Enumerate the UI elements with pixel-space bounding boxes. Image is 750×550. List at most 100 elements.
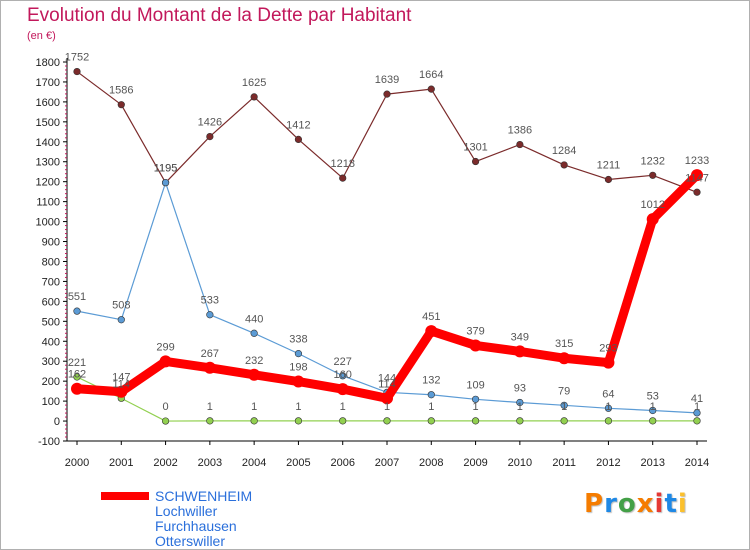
y-tick-label: 1100 [36,197,60,209]
data-label: 1211 [597,159,621,171]
data-point [604,404,613,412]
data-point [203,361,216,374]
y-tick-label: 0 [54,416,60,428]
data-point [250,329,258,337]
y-tick-label: 1300 [36,157,60,169]
data-point [381,392,393,405]
data-label: 1284 [552,145,576,157]
data-label: 1 [517,401,523,413]
data-label: 349 [511,331,529,343]
data-label: 114 [378,378,396,390]
data-label: 1195 [154,163,178,175]
data-label: 1 [605,401,611,413]
legend-label: Lochwiller [155,502,218,519]
data-label: 147 [112,372,130,384]
data-label: 1 [340,401,346,413]
y-tick-label: 600 [42,296,60,308]
data-label: 1233 [685,155,709,167]
data-point [427,391,435,399]
x-tick-label: 2010 [508,457,532,469]
data-label: 0 [163,401,169,413]
x-tick-label: 2013 [640,457,664,469]
data-label: 533 [201,295,219,307]
data-point [339,174,347,182]
x-tick-label: 2001 [109,457,133,469]
data-point [471,157,480,166]
data-label: 451 [422,311,440,323]
data-point [649,171,657,179]
data-label: 1625 [242,77,266,89]
data-point [516,398,524,407]
data-label: 1147 [685,172,709,184]
data-point [339,372,347,380]
data-point [471,417,480,425]
brand-letter: o [617,489,637,519]
brand-letter: r [604,489,618,519]
data-label: 144 [378,372,396,384]
data-point [604,175,613,184]
data-point [471,395,480,403]
data-label: 1386 [508,125,532,137]
data-label: 1 [428,401,434,413]
y-tick-label: 1400 [36,137,60,149]
legend-label: SCHWENHEIM [155,487,253,504]
data-label: 338 [289,334,307,346]
data-label: 79 [558,385,570,397]
data-label: 53 [647,390,659,402]
x-tick-label: 2000 [65,457,89,469]
y-tick-label: 1500 [36,117,60,129]
legend-label: Otterswiller [155,532,226,549]
data-point [646,213,659,226]
data-point [250,417,258,425]
y-tick-label: 1700 [36,77,60,89]
x-tick-label: 2011 [552,457,576,469]
data-label: 1752 [65,52,89,64]
data-label: 299 [156,341,174,353]
data-point [693,417,701,425]
data-point [383,417,391,425]
data-point [115,385,128,398]
data-label: 508 [112,300,130,312]
data-point [649,417,657,425]
data-label: 162 [68,369,86,381]
data-label: 1426 [198,117,222,129]
data-label: 132 [422,375,440,387]
legend-swatch [101,491,149,500]
y-tick-label: 900 [42,237,60,249]
brand-letter: i [677,489,688,519]
y-tick-label: 500 [42,316,60,328]
data-label: 1 [207,401,213,413]
data-label: 198 [289,362,307,374]
brand-letter: t [664,489,678,519]
data-label: 1639 [375,74,399,86]
data-point [560,161,568,169]
data-point [513,345,526,358]
data-label: 1412 [286,119,310,131]
data-point [294,417,303,425]
data-label: 1012 [640,199,664,211]
data-point [73,373,81,381]
chart-title: Evolution du Montant de la Dette par Hab… [27,5,412,26]
data-label: 114 [113,378,131,390]
data-label: 1 [650,401,656,413]
data-point [383,90,391,98]
legend-item: SCHWENHEIM [101,487,253,504]
data-point [469,339,482,352]
data-label: 1218 [330,158,354,170]
y-tick-label: 200 [42,376,60,388]
data-label: 551 [68,291,86,303]
data-point [206,311,214,319]
y-tick-label: 300 [42,356,60,368]
y-tick-label: 1000 [36,217,60,229]
data-point [516,417,524,425]
x-tick-label: 2006 [330,457,354,469]
data-label: 1 [384,401,390,413]
data-label: 1664 [419,69,443,81]
data-point [427,85,435,93]
data-label: 227 [334,356,352,368]
data-label: 1 [295,401,301,413]
data-point [691,169,703,182]
data-point [292,375,305,388]
